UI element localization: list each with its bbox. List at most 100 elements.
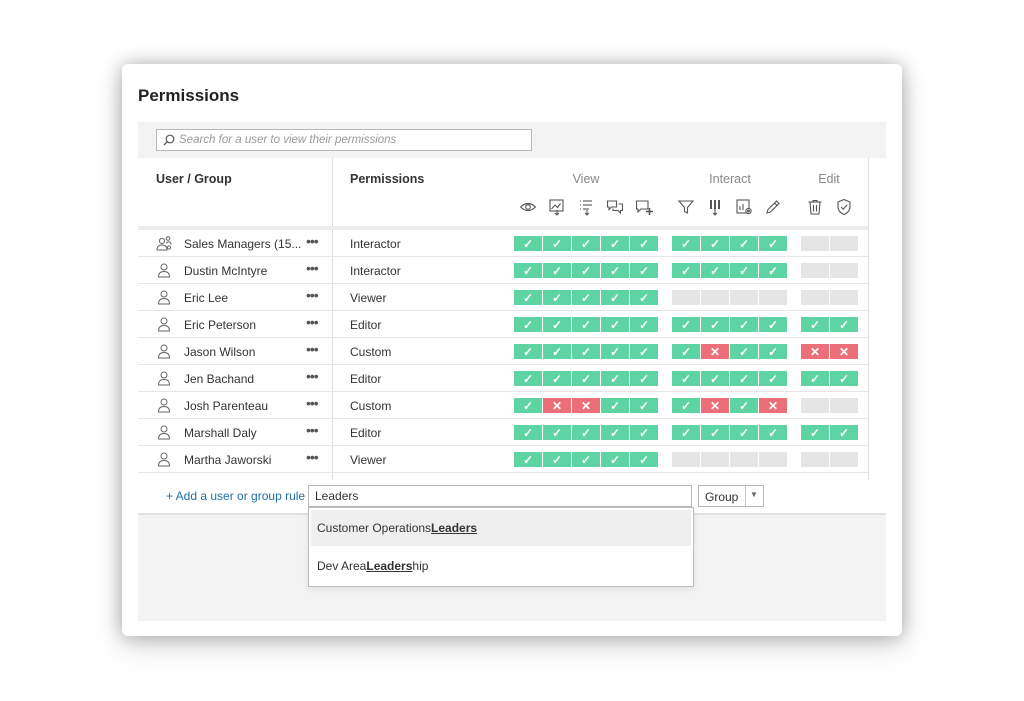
add-rule-link[interactable]: + Add a user or group rule bbox=[166, 489, 306, 503]
interact-capability-cell[interactable]: ✓ bbox=[730, 317, 758, 332]
suggestion-item[interactable]: Customer Operations Leaders bbox=[311, 510, 691, 546]
interact-capability-cell[interactable] bbox=[730, 290, 758, 305]
view-capability-cell[interactable]: ✓ bbox=[514, 290, 542, 305]
view-capability-cell[interactable]: ✓ bbox=[630, 317, 658, 332]
view-capability-cell[interactable]: ✓ bbox=[514, 317, 542, 332]
view-capability-cell[interactable]: ✓ bbox=[601, 452, 629, 467]
view-capability-cell[interactable]: ✓ bbox=[630, 344, 658, 359]
interact-capability-cell[interactable]: ✓ bbox=[730, 263, 758, 278]
view-capability-cell[interactable]: ✓ bbox=[543, 290, 571, 305]
role-dropdown[interactable]: Editor bbox=[350, 426, 382, 440]
interact-capability-cell[interactable]: ✓ bbox=[672, 398, 700, 413]
edit-capability-cell[interactable] bbox=[830, 263, 858, 278]
edit-capability-cell[interactable]: ✓ bbox=[801, 371, 829, 386]
edit-capability-cell[interactable] bbox=[801, 236, 829, 251]
rule-search-input[interactable] bbox=[308, 485, 692, 507]
interact-capability-cell[interactable] bbox=[759, 290, 787, 305]
view-capability-cell[interactable]: ✓ bbox=[601, 371, 629, 386]
view-capability-cell[interactable]: ✓ bbox=[630, 290, 658, 305]
view-capability-cell[interactable]: ✓ bbox=[543, 317, 571, 332]
view-capability-cell[interactable]: ✓ bbox=[572, 236, 600, 251]
interact-capability-cell[interactable]: ✓ bbox=[759, 263, 787, 278]
view-capability-cell[interactable]: ✓ bbox=[514, 344, 542, 359]
interact-capability-cell[interactable]: ✓ bbox=[759, 425, 787, 440]
more-options-icon[interactable]: ••• bbox=[306, 449, 319, 465]
more-options-icon[interactable]: ••• bbox=[306, 233, 319, 249]
view-capability-cell[interactable]: ✓ bbox=[514, 398, 542, 413]
interact-capability-cell[interactable]: ✓ bbox=[672, 425, 700, 440]
more-options-icon[interactable]: ••• bbox=[306, 368, 319, 384]
interact-capability-cell[interactable] bbox=[701, 290, 729, 305]
search-box[interactable] bbox=[156, 129, 532, 151]
interact-capability-cell[interactable]: ✓ bbox=[730, 398, 758, 413]
role-dropdown[interactable]: Interactor bbox=[350, 264, 401, 278]
role-dropdown[interactable]: Custom bbox=[350, 345, 392, 359]
interact-capability-cell[interactable] bbox=[759, 452, 787, 467]
role-dropdown[interactable]: Interactor bbox=[350, 237, 401, 251]
edit-capability-cell[interactable] bbox=[830, 290, 858, 305]
interact-capability-cell[interactable]: ✓ bbox=[672, 317, 700, 332]
more-options-icon[interactable]: ••• bbox=[306, 314, 319, 330]
role-dropdown[interactable]: Viewer bbox=[350, 291, 387, 305]
view-capability-cell[interactable]: ✓ bbox=[572, 317, 600, 332]
view-capability-cell[interactable]: ✓ bbox=[514, 425, 542, 440]
edit-capability-cell[interactable] bbox=[801, 398, 829, 413]
interact-capability-cell[interactable]: ✓ bbox=[672, 371, 700, 386]
suggestion-item[interactable]: Dev Area Leaders hip bbox=[311, 548, 691, 584]
view-capability-cell[interactable]: ✓ bbox=[543, 371, 571, 386]
view-capability-cell[interactable]: ✓ bbox=[630, 398, 658, 413]
view-capability-cell[interactable]: ✓ bbox=[572, 371, 600, 386]
view-capability-cell[interactable]: ✓ bbox=[601, 317, 629, 332]
more-options-icon[interactable]: ••• bbox=[306, 341, 319, 357]
view-capability-cell[interactable]: ✓ bbox=[630, 452, 658, 467]
view-capability-cell[interactable]: ✓ bbox=[601, 398, 629, 413]
edit-capability-cell[interactable]: ✓ bbox=[830, 371, 858, 386]
view-capability-cell[interactable]: ✓ bbox=[543, 236, 571, 251]
edit-capability-cell[interactable]: ✕ bbox=[830, 344, 858, 359]
interact-capability-cell[interactable]: ✓ bbox=[759, 236, 787, 251]
view-capability-cell[interactable]: ✓ bbox=[543, 425, 571, 440]
edit-capability-cell[interactable]: ✓ bbox=[830, 317, 858, 332]
view-capability-cell[interactable]: ✓ bbox=[514, 371, 542, 386]
interact-capability-cell[interactable]: ✓ bbox=[701, 425, 729, 440]
edit-capability-cell[interactable] bbox=[801, 290, 829, 305]
role-dropdown[interactable]: Editor bbox=[350, 318, 382, 332]
view-capability-cell[interactable]: ✓ bbox=[514, 263, 542, 278]
interact-capability-cell[interactable]: ✓ bbox=[672, 236, 700, 251]
edit-capability-cell[interactable]: ✓ bbox=[801, 317, 829, 332]
view-capability-cell[interactable]: ✓ bbox=[630, 236, 658, 251]
view-capability-cell[interactable]: ✓ bbox=[601, 236, 629, 251]
role-dropdown[interactable]: Editor bbox=[350, 372, 382, 386]
more-options-icon[interactable]: ••• bbox=[306, 287, 319, 303]
more-options-icon[interactable]: ••• bbox=[306, 395, 319, 411]
interact-capability-cell[interactable]: ✕ bbox=[701, 398, 729, 413]
interact-capability-cell[interactable]: ✓ bbox=[701, 236, 729, 251]
edit-capability-cell[interactable]: ✓ bbox=[801, 425, 829, 440]
interact-capability-cell[interactable]: ✓ bbox=[701, 371, 729, 386]
interact-capability-cell[interactable] bbox=[701, 452, 729, 467]
view-capability-cell[interactable]: ✓ bbox=[601, 290, 629, 305]
view-capability-cell[interactable]: ✕ bbox=[543, 398, 571, 413]
rule-type-select[interactable]: Group ▼ bbox=[698, 485, 764, 507]
interact-capability-cell[interactable]: ✓ bbox=[730, 425, 758, 440]
view-capability-cell[interactable]: ✓ bbox=[543, 263, 571, 278]
search-input[interactable] bbox=[179, 134, 519, 146]
edit-capability-cell[interactable]: ✓ bbox=[830, 425, 858, 440]
interact-capability-cell[interactable]: ✓ bbox=[701, 317, 729, 332]
interact-capability-cell[interactable] bbox=[672, 290, 700, 305]
interact-capability-cell[interactable]: ✕ bbox=[759, 398, 787, 413]
view-capability-cell[interactable]: ✓ bbox=[601, 263, 629, 278]
interact-capability-cell[interactable]: ✓ bbox=[672, 344, 700, 359]
view-capability-cell[interactable]: ✓ bbox=[601, 425, 629, 440]
interact-capability-cell[interactable]: ✓ bbox=[730, 371, 758, 386]
interact-capability-cell[interactable]: ✓ bbox=[759, 317, 787, 332]
view-capability-cell[interactable]: ✓ bbox=[543, 452, 571, 467]
edit-capability-cell[interactable] bbox=[801, 263, 829, 278]
edit-capability-cell[interactable] bbox=[801, 452, 829, 467]
more-options-icon[interactable]: ••• bbox=[306, 260, 319, 276]
view-capability-cell[interactable]: ✓ bbox=[514, 236, 542, 251]
more-options-icon[interactable]: ••• bbox=[306, 422, 319, 438]
view-capability-cell[interactable]: ✓ bbox=[543, 344, 571, 359]
interact-capability-cell[interactable] bbox=[672, 452, 700, 467]
edit-capability-cell[interactable]: ✕ bbox=[801, 344, 829, 359]
